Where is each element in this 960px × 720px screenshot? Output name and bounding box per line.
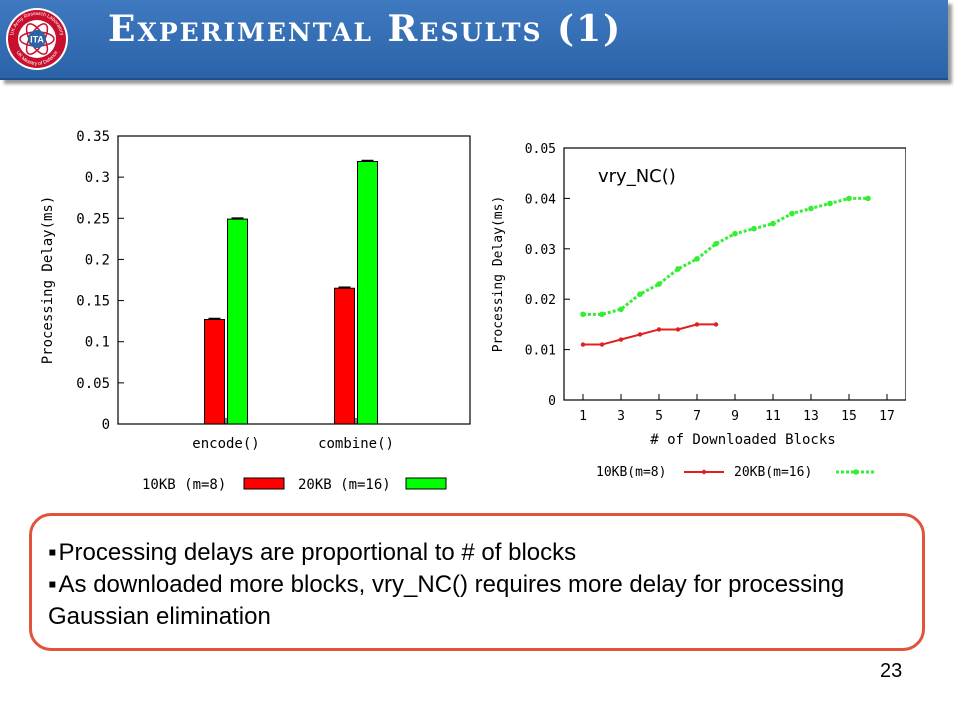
x-tick-label: 7 [693,409,701,424]
data-point [789,210,795,217]
logo-center [28,30,46,48]
x-tick-label: 15 [841,409,857,424]
data-point [713,322,719,327]
data-point [751,225,757,232]
data-point [580,342,586,347]
x-tick-label: 17 [879,409,895,424]
legend-label: 10KB(m=8) [596,465,666,480]
x-tick-label: 5 [655,409,663,424]
line-chart-vry-nc: 00.010.020.030.040.051 3 5 7 9 11 13 15 17Proces… [491,142,906,480]
y-tick-label: 0 [548,394,556,409]
data-point [713,240,719,247]
ita-logo: ITA UK Army Research Laboratory UK Minis… [6,8,68,70]
x-tick-label: 11 [765,409,781,424]
y-tick-label: 0.3 [85,170,110,186]
y-tick-label: 0.15 [76,294,110,310]
data-point [637,291,643,297]
series-line-20kb [583,196,868,316]
data-point [580,311,586,318]
data-point [618,337,624,342]
data-point [656,327,662,332]
data-point [694,322,700,327]
slide-title: Experimental Results (1) [108,8,623,50]
x-tick-label: combine() [318,436,394,452]
data-point [808,205,814,212]
data-point [675,327,681,332]
x-tick-label: 13 [803,409,819,424]
data-point [865,195,871,202]
y-axis-label: Processing Delay(ms) [40,196,56,365]
data-point [846,195,852,202]
bar [227,218,248,425]
title-bar: ITA UK Army Research Laboratory UK Minis… [0,0,948,80]
data-point [599,342,605,347]
bar [357,161,378,425]
data-point [656,281,662,287]
y-tick-label: 0.05 [525,142,556,157]
bullet-item: Processing delays are proportional to # … [48,537,908,569]
y-tick-label: 0.01 [525,344,556,359]
x-tick-label: 9 [731,409,739,424]
summary-bullets: Processing delays are proportional to # … [48,537,908,633]
y-tick-label: 0.25 [76,211,110,227]
y-tick-label: 0.03 [525,243,556,258]
x-tick-label: 3 [617,409,625,424]
legend-swatch [243,477,285,490]
data-point [675,266,681,272]
data-point [827,200,833,207]
data-point [599,311,605,318]
y-tick-label: 0.04 [525,192,556,207]
x-tick-label: encode() [192,436,259,452]
data-point [637,332,643,337]
y-tick-label: 0.35 [76,129,110,145]
y-tick-label: 0.05 [76,376,110,392]
x-tick-label: 1 [579,409,587,424]
y-axis-label: Processing Delay(ms) [491,196,506,353]
legend-label: 20KB(m=16) [734,465,812,480]
legend-marker [853,469,859,475]
legend-label: 10KB (m=8) [142,477,226,493]
data-point [770,220,776,227]
bar [334,287,355,425]
legend-marker [701,469,707,475]
series-line-10kb [583,323,716,346]
bar [204,318,225,425]
y-tick-label: 0.1 [85,335,110,351]
page-number: 23 [880,660,903,682]
x-axis-label: # of Downloaded Blocks [650,432,835,448]
y-tick-label: 0.2 [85,252,110,268]
legend-label: 20KB (m=16) [298,477,391,493]
legend-swatch [405,477,447,490]
plot-frame [117,135,471,425]
logo-center-text: ITA [30,35,44,45]
data-point [618,306,624,313]
y-tick-label: 0.02 [525,293,556,308]
bar-chart-processing-delay: 0 0.05 0.1 0.15 0.2 0.25 0.3 0.35 Processing Del… [40,129,471,493]
data-point [732,230,738,237]
bullet-item: As downloaded more blocks, vry_NC() requ… [48,569,908,633]
chart-annotation: vry_NC() [598,166,676,187]
y-tick-label: 0 [102,417,110,433]
data-point [694,256,700,262]
